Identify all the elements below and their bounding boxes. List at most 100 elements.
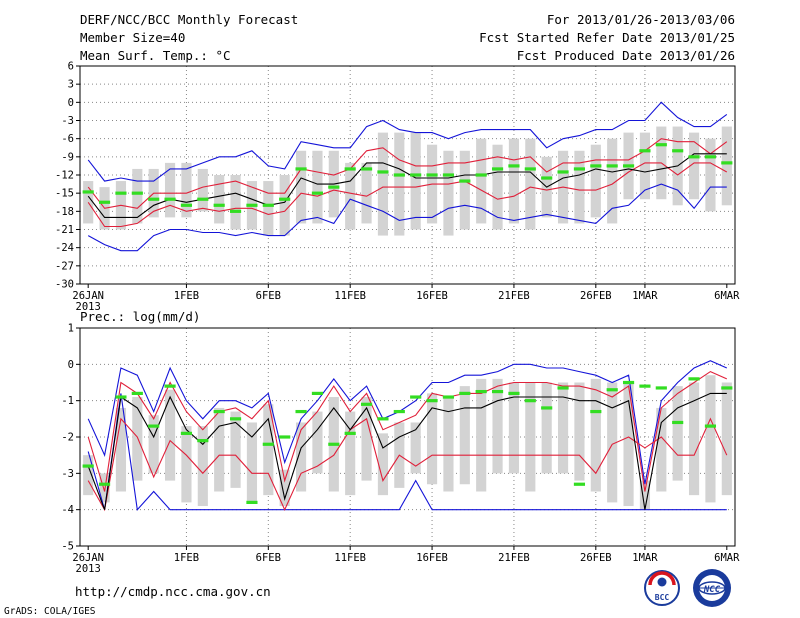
temp-ytick-label: -12 xyxy=(55,170,74,182)
prec-ytick-label: 0 xyxy=(68,359,74,371)
temp-observed-marker xyxy=(377,170,389,174)
prec-spread-box xyxy=(181,426,192,503)
prec-xtick-label: 21FEB xyxy=(498,552,530,564)
prec-observed-marker xyxy=(98,482,111,486)
footer-url: http://cmdp.ncc.cma.gov.cn xyxy=(75,584,271,599)
temp-spread-box xyxy=(181,162,192,218)
ncc-logo-text: NCC xyxy=(703,585,721,595)
prec-spread-box xyxy=(83,455,94,496)
prec-observed-marker xyxy=(262,442,274,446)
temp-xtick-label: 6MAR xyxy=(714,290,740,302)
temp-observed-marker xyxy=(524,167,536,171)
temp-spread-box xyxy=(214,175,225,224)
temp-ytick-label: -3 xyxy=(61,115,74,127)
temp-spread-box xyxy=(574,150,585,224)
temp-observed-marker xyxy=(688,155,700,159)
prec-observed-marker xyxy=(180,431,193,435)
prec-ytick-label: -5 xyxy=(61,541,74,553)
temp-observed-marker xyxy=(606,164,618,168)
temp-observed-marker xyxy=(704,155,717,159)
prec-spread-box xyxy=(230,411,241,488)
temp-observed-marker xyxy=(655,143,667,147)
temp-observed-marker xyxy=(115,191,127,195)
temp-observed-marker xyxy=(98,200,111,204)
temp-spread-box xyxy=(508,138,520,224)
temp-spread-box xyxy=(459,150,470,230)
prec-spread-box xyxy=(590,378,601,492)
prec-observed-marker xyxy=(508,391,520,395)
temp-observed-marker xyxy=(508,164,520,168)
prec-observed-marker xyxy=(344,431,356,435)
temp-xtick-label: 1FEB xyxy=(174,290,199,302)
prec-spread-box xyxy=(443,397,454,492)
prec-ytick-label: 1 xyxy=(68,323,74,335)
prec-spread-box xyxy=(279,469,290,507)
header-member-size: Member Size=40 xyxy=(80,30,185,45)
prec-spread-box xyxy=(607,382,618,503)
temp-ytick-label: 6 xyxy=(68,61,74,73)
temp-spread-box xyxy=(443,150,454,236)
prec-spread-box xyxy=(410,422,421,474)
prec-xtick-label: 1MAR xyxy=(632,552,658,564)
ncc-logo: NCC xyxy=(693,569,731,607)
bcc-logo: BCC xyxy=(644,570,680,606)
temp-spread-box xyxy=(377,132,389,236)
temp-spread-box xyxy=(83,181,94,224)
prec-observed-marker xyxy=(573,482,586,486)
temp-year-label: 2013 xyxy=(76,301,101,313)
bcc-logo-text: BCC xyxy=(655,593,670,602)
temp-xtick-label: 11FEB xyxy=(334,290,366,302)
prec-observed-marker xyxy=(131,391,143,395)
temp-min-line xyxy=(87,183,727,252)
temp-xtick-label: 26FEB xyxy=(580,290,612,302)
header-title: DERF/NCC/BCC Monthly Forecast xyxy=(80,12,298,27)
temp-observed-marker xyxy=(475,173,487,177)
prec-observed-marker xyxy=(410,395,422,399)
prec-spread-box xyxy=(214,407,225,492)
header-produced: Fcst Produced Date 2013/01/26 xyxy=(517,48,735,63)
prec-spread-box xyxy=(623,382,634,507)
prec-spread-box xyxy=(295,422,307,492)
temp-spread-box xyxy=(492,144,503,230)
prec-observed-marker xyxy=(524,399,536,403)
temp-observed-marker xyxy=(410,173,422,177)
temp-ytick-label: -27 xyxy=(55,260,74,272)
prec-observed-marker xyxy=(246,500,258,504)
prec-observed-marker xyxy=(148,424,160,428)
temp-spread-box xyxy=(361,162,372,224)
prec-observed-marker xyxy=(393,409,405,414)
prec-observed-marker xyxy=(328,442,340,446)
temp-observed-marker xyxy=(459,179,471,183)
temp-spread-box xyxy=(132,168,143,224)
temp-observed-marker xyxy=(180,203,193,207)
temp-ytick-label: -15 xyxy=(55,188,74,200)
temp-observed-marker xyxy=(491,167,504,171)
prec-xtick-label: 16FEB xyxy=(416,552,448,564)
prec-spread-box xyxy=(705,375,716,503)
temp-spread-box xyxy=(279,175,290,236)
prec-observed-marker xyxy=(459,391,471,395)
temp-observed-marker xyxy=(197,197,209,201)
temp-spread-box xyxy=(345,162,356,230)
prec-observed-marker xyxy=(164,384,176,388)
prec-observed-marker xyxy=(721,386,733,390)
temp-ytick-label: -24 xyxy=(55,242,74,254)
prec-observed-marker xyxy=(606,388,618,392)
header-period: For 2013/01/26-2013/03/06 xyxy=(547,12,735,27)
temp-spread-box xyxy=(295,150,307,224)
prec-observed-marker xyxy=(475,389,487,394)
prec-xtick-label: 26JAN xyxy=(72,552,104,564)
prec-spread-box xyxy=(688,382,700,496)
temp-xtick-label: 16FEB xyxy=(416,290,448,302)
temp-spread-box xyxy=(476,138,487,224)
temp-observed-marker xyxy=(672,149,684,153)
prec-year-label: 2013 xyxy=(76,563,101,575)
prec-spread-box xyxy=(476,378,487,492)
prec-spread-box xyxy=(459,386,470,485)
prec-observed-marker xyxy=(442,395,455,399)
temp-observed-marker xyxy=(328,185,340,189)
prec-xtick-label: 6MAR xyxy=(714,552,740,564)
